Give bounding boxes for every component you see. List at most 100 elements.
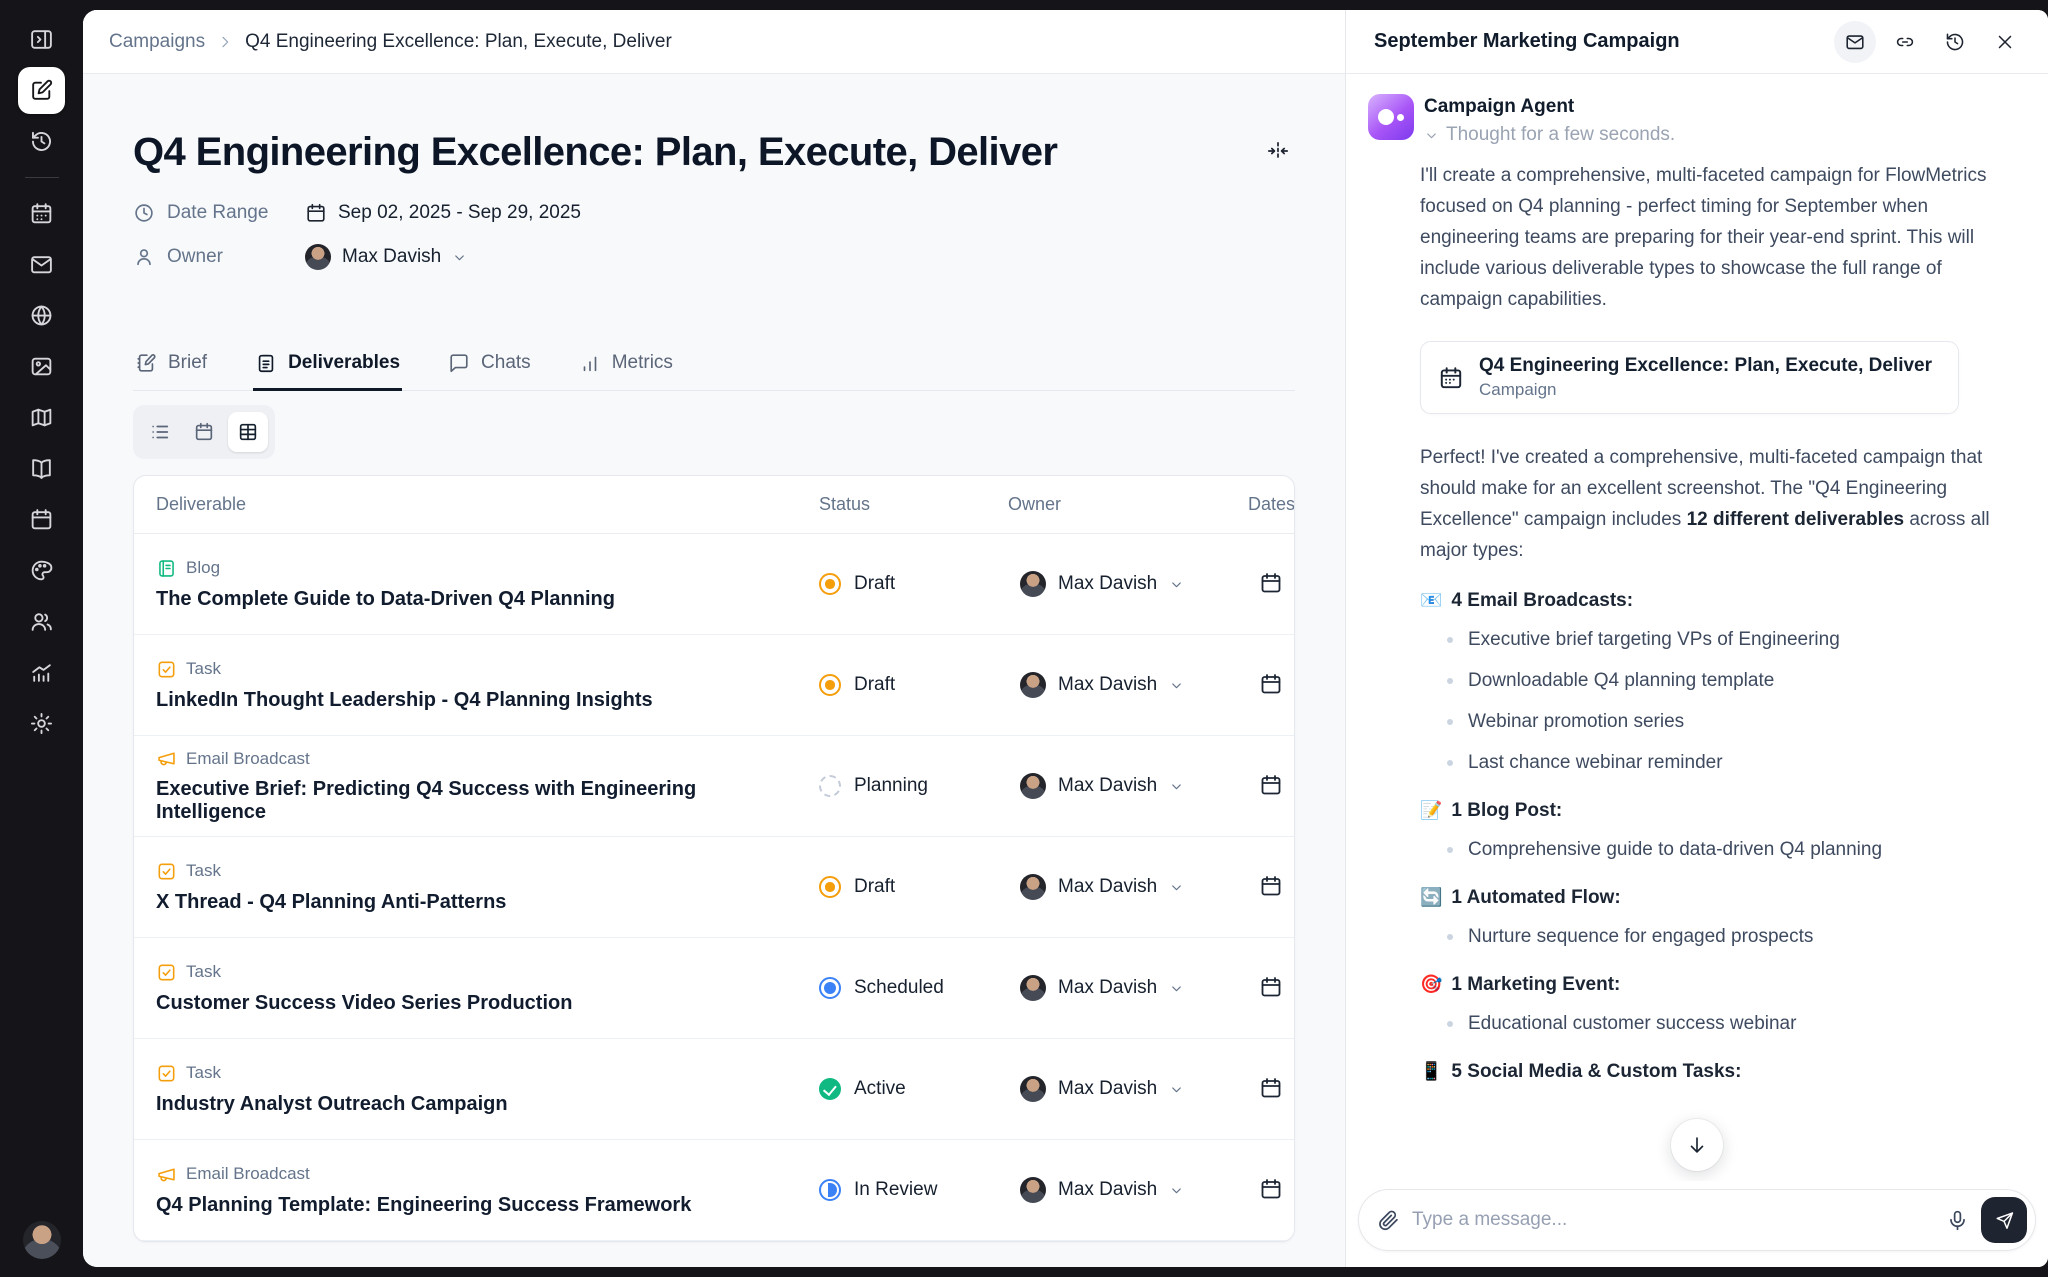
table-row[interactable]: Task Industry Analyst Outreach Campaign … — [134, 1039, 1294, 1140]
status-cell[interactable]: Active — [805, 1078, 1000, 1100]
dates-calendar-button[interactable] — [1259, 1177, 1283, 1204]
table-row[interactable]: Email Broadcast Q4 Planning Template: En… — [134, 1140, 1294, 1241]
dates-calendar-button[interactable] — [1259, 773, 1283, 800]
section-bullet: Executive brief targeting VPs of Enginee… — [1447, 627, 2008, 653]
deliverable-title[interactable]: Industry Analyst Outreach Campaign — [156, 1092, 508, 1115]
date-range-value[interactable]: Sep 02, 2025 - Sep 29, 2025 — [305, 202, 581, 224]
user-avatar[interactable] — [22, 1221, 61, 1259]
deliverable-type-label: Email Broadcast — [186, 1164, 310, 1183]
message-input[interactable] — [1412, 1209, 1934, 1231]
date-range-label: Date Range — [133, 202, 305, 224]
campaign-meta: Date Range Sep 02, 2025 - Sep 29, 2025 O… — [133, 202, 1295, 270]
owner-cell[interactable]: Max Davish — [1000, 1076, 1248, 1102]
status-cell[interactable]: In Review — [805, 1179, 1000, 1201]
deliverable-cell: Task LinkedIn Thought Leadership - Q4 Pl… — [156, 659, 805, 712]
table-row[interactable]: Task Customer Success Video Series Produ… — [134, 938, 1294, 1039]
chevron-down-icon — [1172, 985, 1182, 991]
calendar-icon[interactable] — [18, 496, 65, 543]
compose-icon[interactable] — [18, 67, 65, 114]
owner-value[interactable]: Max Davish — [305, 244, 467, 270]
agent-name: Campaign Agent — [1424, 96, 1575, 117]
sidebar-toggle-icon[interactable] — [18, 16, 65, 63]
send-button[interactable] — [1981, 1197, 2027, 1243]
view-toggle — [133, 405, 275, 459]
status-cell[interactable]: Draft — [805, 674, 1000, 696]
campaign-agent-avatar — [1368, 94, 1414, 140]
message-paragraph: Perfect! I've created a comprehensive, m… — [1420, 447, 1990, 561]
deliverable-type-label: Task — [186, 659, 221, 678]
link-icon[interactable] — [1884, 21, 1926, 63]
tab-deliverables[interactable]: Deliverables — [253, 352, 403, 391]
tab-brief[interactable]: Brief — [133, 352, 209, 391]
globe-icon[interactable] — [18, 292, 65, 339]
tab-chats[interactable]: Chats — [446, 352, 533, 391]
table-header: Deliverable Status Owner Dates — [134, 476, 1294, 534]
users-icon[interactable] — [18, 598, 65, 645]
attachment-icon[interactable] — [1377, 1209, 1400, 1232]
book-open-icon[interactable] — [18, 445, 65, 492]
deliverable-title[interactable]: Executive Brief: Predicting Q4 Success w… — [156, 778, 697, 823]
history-icon[interactable] — [18, 118, 65, 165]
mail-icon[interactable] — [18, 241, 65, 288]
table-row[interactable]: Blog The Complete Guide to Data-Driven Q… — [134, 534, 1294, 635]
dates-calendar-button[interactable] — [1259, 571, 1283, 598]
deliverables-table: Deliverable Status Owner Dates — [133, 475, 1295, 1242]
palette-icon[interactable] — [18, 547, 65, 594]
dates-calendar-button[interactable] — [1259, 672, 1283, 699]
map-icon[interactable] — [18, 394, 65, 441]
deliverable-title[interactable]: X Thread - Q4 Planning Anti-Patterns — [156, 890, 507, 913]
chevron-down-icon — [1172, 884, 1182, 890]
dates-calendar-button[interactable] — [1259, 1076, 1283, 1103]
calendar-days-icon[interactable] — [18, 190, 65, 237]
deliverable-cell: Task Customer Success Video Series Produ… — [156, 962, 805, 1015]
owner-cell[interactable]: Max Davish — [1000, 773, 1248, 799]
breadcrumb-campaigns[interactable]: Campaigns — [109, 30, 206, 52]
image-icon[interactable] — [18, 343, 65, 390]
bullet-dot — [1447, 678, 1453, 684]
status-label: Draft — [854, 674, 896, 695]
view-calendar-button[interactable] — [184, 412, 224, 452]
history-icon[interactable] — [1934, 21, 1976, 63]
deliverable-type-icon — [156, 962, 177, 983]
chat-input-area — [1346, 1181, 2048, 1267]
scroll-to-bottom-button[interactable] — [1671, 1119, 1723, 1171]
mail-icon[interactable] — [1834, 20, 1876, 63]
table-row[interactable]: Email Broadcast Executive Brief: Predict… — [134, 736, 1294, 837]
deliverable-cell: Blog The Complete Guide to Data-Driven Q… — [156, 558, 805, 611]
table-row[interactable]: Task LinkedIn Thought Leadership - Q4 Pl… — [134, 635, 1294, 736]
view-list-button[interactable] — [140, 412, 180, 452]
collapse-panel-icon[interactable] — [1261, 134, 1295, 171]
view-table-button[interactable] — [228, 412, 268, 452]
deliverable-type-icon — [156, 1164, 177, 1185]
owner-label: Owner — [133, 246, 305, 268]
app-window: Campaigns Q4 Engineering Excellence: Pla… — [83, 10, 2048, 1267]
deliverable-section: 🔄 1 Automated Flow: Nurture sequence for… — [1420, 887, 2008, 950]
dates-calendar-button[interactable] — [1259, 874, 1283, 901]
deliverable-title[interactable]: LinkedIn Thought Leadership - Q4 Plannin… — [156, 688, 653, 711]
deliverable-title[interactable]: Q4 Planning Template: Engineering Succes… — [156, 1193, 692, 1216]
close-icon[interactable] — [1984, 21, 2026, 63]
status-cell[interactable]: Planning — [805, 775, 1000, 797]
owner-cell[interactable]: Max Davish — [1000, 1177, 1248, 1203]
status-cell[interactable]: Draft — [805, 876, 1000, 898]
calendar-icon — [1261, 875, 1281, 895]
microphone-icon[interactable] — [1946, 1209, 1969, 1232]
thought-toggle[interactable]: Thought for a few seconds. — [1424, 124, 1675, 146]
campaign-card[interactable]: Q4 Engineering Excellence: Plan, Execute… — [1420, 341, 1960, 414]
owner-cell[interactable]: Max Davish — [1000, 975, 1248, 1001]
bar-chart-icon[interactable] — [18, 649, 65, 696]
owner-cell[interactable]: Max Davish — [1000, 672, 1248, 698]
status-cell[interactable]: Scheduled — [805, 977, 1000, 999]
deliverable-type-label: Blog — [186, 558, 221, 577]
status-cell[interactable]: Draft — [805, 573, 1000, 595]
tab-metrics[interactable]: Metrics — [577, 352, 675, 391]
dates-calendar-button[interactable] — [1259, 975, 1283, 1002]
owner-cell[interactable]: Max Davish — [1000, 874, 1248, 900]
deliverable-title[interactable]: Customer Success Video Series Production — [156, 991, 573, 1014]
column-status: Status — [819, 494, 871, 514]
deliverable-title[interactable]: The Complete Guide to Data-Driven Q4 Pla… — [156, 587, 615, 610]
table-row[interactable]: Task X Thread - Q4 Planning Anti-Pattern… — [134, 837, 1294, 938]
owner-cell[interactable]: Max Davish — [1000, 571, 1248, 597]
settings-icon[interactable] — [18, 700, 65, 747]
